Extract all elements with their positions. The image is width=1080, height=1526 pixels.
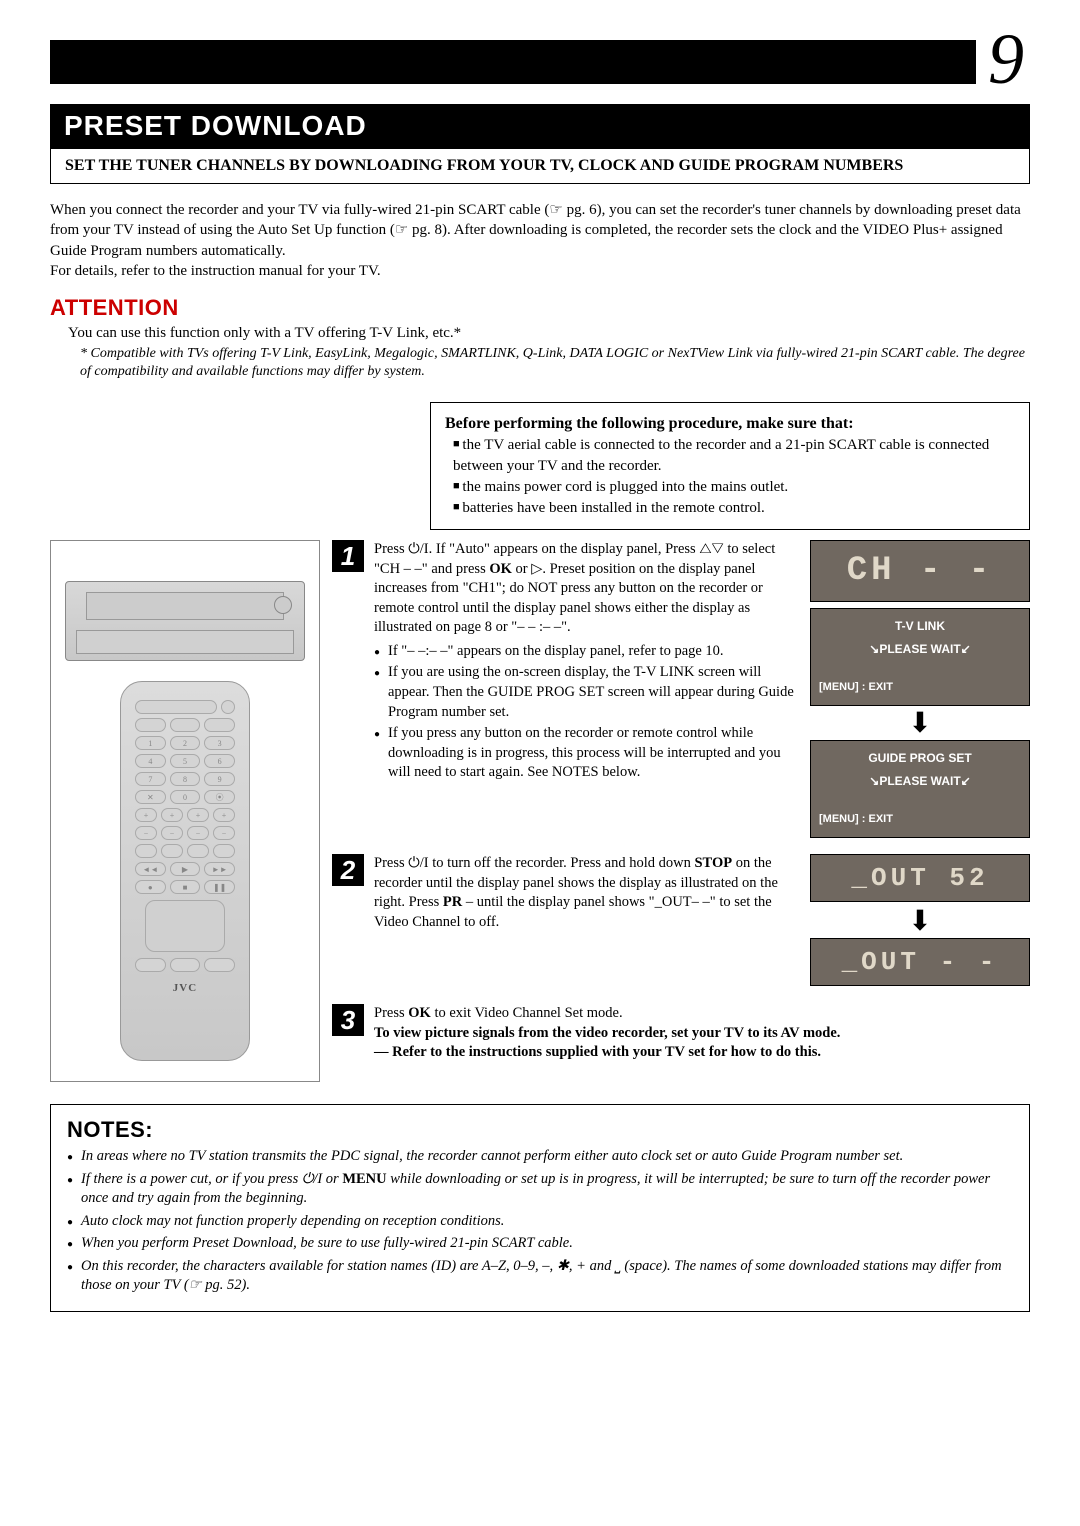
- osd-line: PLEASE WAIT: [879, 774, 960, 788]
- header-bar: 9: [50, 40, 1030, 84]
- notes-heading: NOTES:: [67, 1117, 1013, 1143]
- step-1-text: Press ⏻/I. If "Auto" appears on the disp…: [374, 540, 800, 842]
- attention-heading: ATTENTION: [50, 295, 1030, 321]
- osd-line: T-V LINK: [819, 617, 1021, 636]
- before-item: the TV aerial cable is connected to the …: [453, 435, 1015, 477]
- attention-footnote: * Compatible with TVs offering T-V Link,…: [80, 345, 1030, 381]
- osd-tvlink: T-V LINK ↘PLEASE WAIT↙ [MENU] : EXIT: [810, 608, 1030, 706]
- remote-logo: JVC: [133, 982, 237, 994]
- arrow-down-icon: ⬇: [810, 710, 1030, 738]
- lcd-display-ch: CH - -: [810, 540, 1030, 602]
- notes-item: Auto clock may not function properly dep…: [67, 1212, 1013, 1232]
- before-heading: Before performing the following procedur…: [445, 413, 1015, 435]
- notes-item: If there is a power cut, or if you press…: [67, 1170, 1013, 1209]
- osd-line: PLEASE WAIT: [879, 642, 960, 656]
- step-1-displays: CH - - T-V LINK ↘PLEASE WAIT↙ [MENU] : E…: [810, 540, 1030, 842]
- remote-illustration: 123 456 789 ✕0⦿ ++++ −−−− ◄◄▶►► ●■❚❚ JVC: [120, 681, 250, 1061]
- step-2-displays: _OUT 52 ⬇ _OUT - -: [810, 854, 1030, 992]
- intro-paragraph: When you connect the recorder and your T…: [50, 200, 1030, 281]
- step-1-body: Press ⏻/I. If "Auto" appears on the disp…: [374, 541, 775, 635]
- section-subtitle: Set the tuner channels by downloading fr…: [50, 148, 1030, 184]
- section-title: PRESET DOWNLOAD: [50, 104, 1030, 148]
- page-number: 9: [976, 18, 1030, 101]
- step-number-2: 2: [332, 854, 364, 886]
- notes-box: NOTES: In areas where no TV station tran…: [50, 1104, 1030, 1312]
- lcd-display-out-blank: _OUT - -: [810, 938, 1030, 986]
- vcr-illustration: ◎ ● ● ● ▭ ▭: [65, 581, 305, 661]
- device-illustration-panel: ◎ ● ● ● ▭ ▭ 123 456 789 ✕0⦿ ++++ −−−− ◄◄…: [50, 540, 320, 1082]
- osd-footer: [MENU] : EXIT: [819, 811, 1021, 829]
- osd-guideprog: GUIDE PROG SET ↘PLEASE WAIT↙ [MENU] : EX…: [810, 740, 1030, 838]
- osd-footer: [MENU] : EXIT: [819, 679, 1021, 697]
- before-list: the TV aerial cable is connected to the …: [445, 435, 1015, 519]
- step-1-bullet: If "– –:– –" appears on the display pane…: [374, 642, 800, 662]
- lcd-display-out52: _OUT 52: [810, 854, 1030, 902]
- notes-item: In areas where no TV station transmits t…: [67, 1147, 1013, 1167]
- before-item: the mains power cord is plugged into the…: [453, 477, 1015, 498]
- before-box: Before performing the following procedur…: [430, 402, 1030, 530]
- before-item: batteries have been installed in the rem…: [453, 498, 1015, 519]
- notes-item: When you perform Preset Download, be sur…: [67, 1234, 1013, 1254]
- step-number-1: 1: [332, 540, 364, 572]
- step-3-text: Press OK to exit Video Channel Set mode.…: [374, 1004, 1030, 1063]
- notes-item: On this recorder, the characters availab…: [67, 1257, 1013, 1296]
- step-1-bullet: If you press any button on the recorder …: [374, 724, 800, 783]
- osd-line: GUIDE PROG SET: [819, 749, 1021, 768]
- step-number-3: 3: [332, 1004, 364, 1036]
- arrow-down-icon: ⬇: [810, 908, 1030, 936]
- step-2-body: Press ⏻/I to turn off the recorder. Pres…: [374, 855, 778, 930]
- attention-body: You can use this function only with a TV…: [68, 323, 1030, 343]
- notes-list: In areas where no TV station transmits t…: [67, 1147, 1013, 1296]
- step-3-body: Press OK to exit Video Channel Set mode.…: [374, 1005, 840, 1060]
- step-2-text: Press ⏻/I to turn off the recorder. Pres…: [374, 854, 800, 992]
- step-1-bullet: If you are using the on-screen display, …: [374, 663, 800, 722]
